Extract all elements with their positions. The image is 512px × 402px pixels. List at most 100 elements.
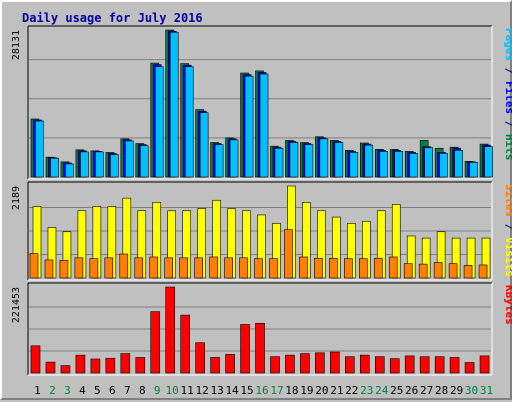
bar-kbytes	[315, 352, 325, 374]
bar-kbytes	[374, 356, 385, 374]
x-tick-label: 24	[375, 384, 389, 397]
legend-entry: /	[503, 114, 512, 134]
bar-pages	[394, 151, 404, 178]
bar-sites	[358, 258, 368, 279]
bar-sites	[149, 256, 159, 279]
x-tick-label: 25	[390, 384, 403, 397]
bar-pages	[169, 31, 179, 178]
x-tick-label: 8	[139, 384, 146, 397]
bar-pages	[65, 163, 74, 178]
legend-entry: Visits	[503, 237, 512, 277]
bar-kbytes	[300, 353, 310, 374]
bar-sites	[344, 258, 353, 279]
bar-sites	[314, 257, 323, 279]
bar-kbytes	[255, 322, 265, 374]
bar-pages	[424, 147, 433, 178]
x-tick-label: 28	[435, 384, 448, 397]
x-tick-label: 2	[49, 384, 56, 397]
bar-pages	[229, 139, 239, 178]
panel-kbytes: 221453 KBytes	[11, 282, 512, 376]
chart-title: Daily usage for July 2016	[22, 11, 203, 25]
bar-kbytes	[135, 357, 146, 374]
bar-kbytes	[449, 357, 460, 374]
bar-pages	[364, 144, 374, 178]
x-tick-label: 20	[315, 384, 328, 397]
bar-sites	[89, 258, 99, 279]
x-tick-label: 16	[255, 384, 268, 397]
ymax-label: 221453	[11, 287, 22, 323]
bar-sites	[418, 263, 428, 279]
bar-pages	[469, 162, 478, 178]
panel-hits: 28131 Pages / Files / Hits	[11, 25, 512, 180]
bar-sites	[59, 260, 69, 279]
bar-kbytes	[434, 356, 445, 374]
bar-kbytes	[285, 354, 295, 374]
ymax-label: 28131	[11, 30, 22, 60]
bar-pages	[409, 153, 418, 178]
x-tick-label: 14	[225, 384, 239, 397]
bar-sites	[104, 257, 114, 279]
bar-kbytes	[210, 357, 220, 374]
x-tick-label: 21	[330, 384, 343, 397]
bar-pages	[319, 138, 329, 178]
panel-legend: Pages / Files / Hits	[503, 28, 512, 161]
bar-sites	[44, 259, 54, 279]
bar-sites	[209, 256, 218, 279]
ymax-label: 2189	[11, 186, 22, 210]
bar-kbytes	[240, 324, 250, 374]
bar-pages	[334, 142, 344, 178]
bar-sites	[403, 263, 413, 279]
bar-kbytes	[90, 358, 101, 374]
bar-sites	[329, 257, 338, 279]
bar-pages	[454, 150, 463, 178]
x-tick-label: 5	[94, 384, 101, 397]
bar-sites	[254, 258, 263, 279]
bar-sites	[284, 229, 293, 279]
x-tick-label: 31	[480, 384, 493, 397]
bar-sites	[478, 264, 488, 279]
bar-kbytes	[330, 351, 340, 374]
bar-pages	[35, 120, 44, 178]
x-tick-label: 27	[420, 384, 433, 397]
bar-sites	[194, 257, 203, 279]
bar-sites	[164, 257, 174, 279]
bar-kbytes	[404, 355, 415, 374]
bar-kbytes	[225, 354, 235, 374]
bar-kbytes	[479, 355, 490, 374]
bar-pages	[125, 140, 134, 178]
bar-sites	[448, 263, 458, 279]
x-tick-label: 7	[124, 384, 131, 397]
bar-kbytes	[195, 342, 205, 374]
bar-kbytes	[30, 345, 41, 374]
bar-pages	[349, 152, 359, 178]
bar-pages	[289, 142, 299, 178]
bar-sites	[134, 257, 144, 279]
x-tick-label: 17	[270, 384, 283, 397]
bar-sites	[299, 256, 308, 279]
bar-pages	[184, 66, 194, 178]
x-tick-label: 9	[154, 384, 161, 397]
legend-entry: /	[503, 61, 512, 81]
bar-sites	[224, 257, 233, 279]
x-tick-label: 10	[166, 384, 179, 397]
x-tick-label: 30	[465, 384, 478, 397]
bar-kbytes	[45, 361, 56, 374]
bar-pages	[95, 151, 104, 178]
bar-kbytes	[165, 286, 176, 374]
bar-kbytes	[270, 356, 280, 374]
bar-pages	[379, 151, 389, 178]
x-tick-label: 1	[34, 384, 41, 397]
legend-entry: Files	[503, 81, 512, 114]
legend-entry: Sites	[503, 184, 512, 217]
legend-entry: Pages	[503, 28, 512, 61]
x-tick-label: 22	[345, 384, 358, 397]
bar-kbytes	[359, 354, 370, 374]
bar-sites	[433, 262, 443, 279]
bar-pages	[110, 154, 119, 178]
bar-pages	[214, 144, 224, 178]
x-tick-label: 18	[285, 384, 298, 397]
x-tick-label: 29	[450, 384, 463, 397]
bar-kbytes	[419, 356, 430, 374]
x-tick-label: 4	[79, 384, 86, 397]
